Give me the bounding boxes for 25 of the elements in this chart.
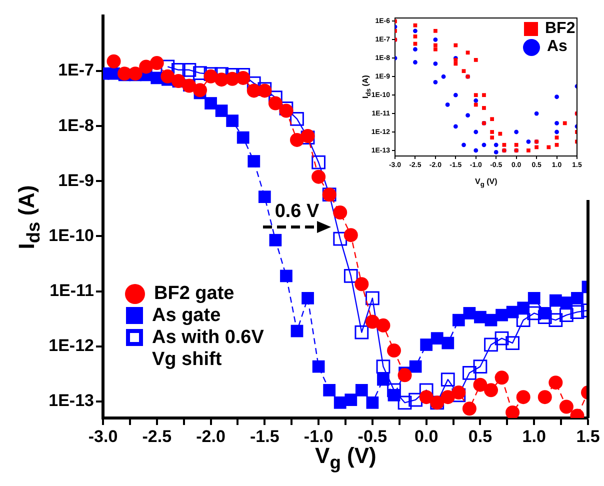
y-tick-label: 1E-10 <box>48 226 94 245</box>
x-tick-label: -1.5 <box>250 426 280 446</box>
y-tick-label: 1E-9 <box>58 170 94 190</box>
y-tick-label: 1E-7 <box>58 60 94 80</box>
y-tick-label: 1E-13 <box>48 391 94 410</box>
legend-label: As <box>547 38 568 57</box>
x-tick-label: -2.5 <box>142 426 172 446</box>
x-axis-title: V$_{g}$ (V) <box>475 177 498 189</box>
legend-label: BF2 gate <box>154 283 234 306</box>
x-axis-title: V$_{g}$ (V) <box>315 443 376 472</box>
annotation: 0.6 V <box>274 200 320 222</box>
x-tick-label: -0.5 <box>358 426 388 446</box>
x-tick-label: 0.0 <box>414 426 438 446</box>
y-tick-label: 1E-11 <box>50 280 94 300</box>
y-tick-label: 1E-8 <box>58 116 94 135</box>
legend-label: BF2 <box>545 20 576 38</box>
legend-label: As with 0.6V Vg shift <box>152 327 265 371</box>
x-tick-label: 1.0 <box>522 426 546 446</box>
x-tick-label: -3.0 <box>88 426 118 446</box>
x-tick-label: -1.0 <box>304 426 334 446</box>
x-tick-label: 0.5 <box>468 426 492 446</box>
x-tick-label: 1.5 <box>576 426 600 446</box>
x-tick-label: -2.0 <box>196 426 226 446</box>
y-tick-label: 1E-12 <box>48 336 94 356</box>
legend-label: As gate <box>152 305 221 328</box>
